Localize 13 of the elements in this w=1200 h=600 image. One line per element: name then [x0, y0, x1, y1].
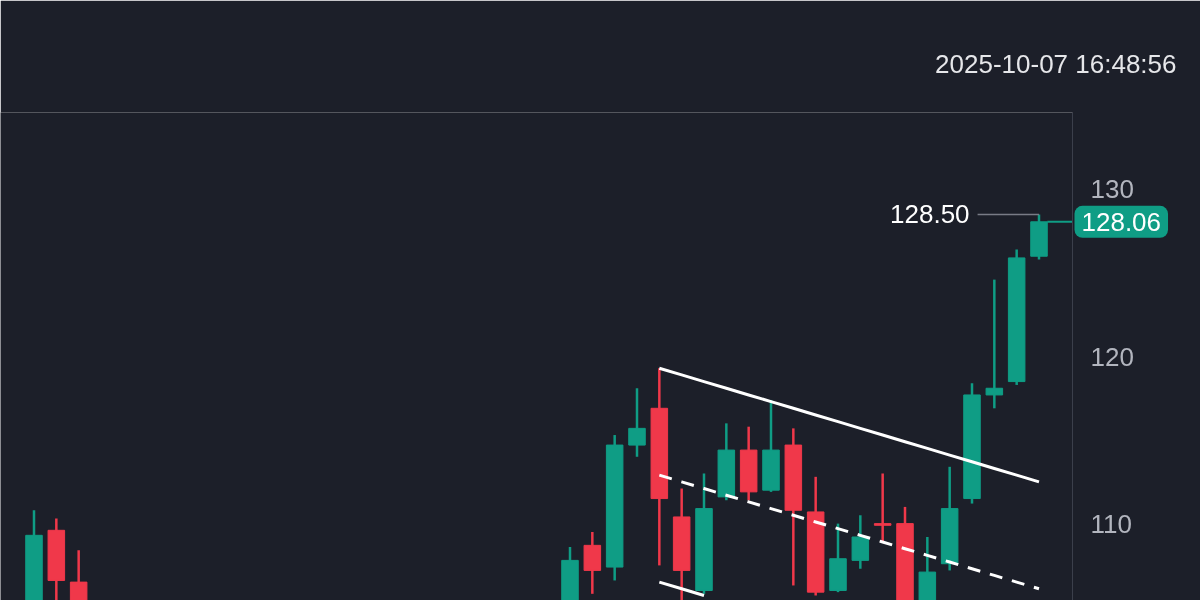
- ref-line-label: 128.06: [1081, 206, 1162, 237]
- line-series: [657, 366, 1041, 484]
- y-tick-label: 130: [1090, 174, 1134, 205]
- candlestick: [69, 549, 88, 600]
- ref-line-label: 128.50: [890, 199, 970, 230]
- line-series: [657, 473, 1041, 591]
- candlestick: [985, 278, 1004, 410]
- y-tick-label: 120: [1090, 341, 1134, 372]
- candlestick: [628, 387, 646, 459]
- y-tick-label: 110: [1090, 508, 1132, 539]
- candlestick: [873, 472, 892, 544]
- text: 2025-10-07 16:48:56: [935, 48, 1177, 79]
- candlestick: [851, 514, 870, 570]
